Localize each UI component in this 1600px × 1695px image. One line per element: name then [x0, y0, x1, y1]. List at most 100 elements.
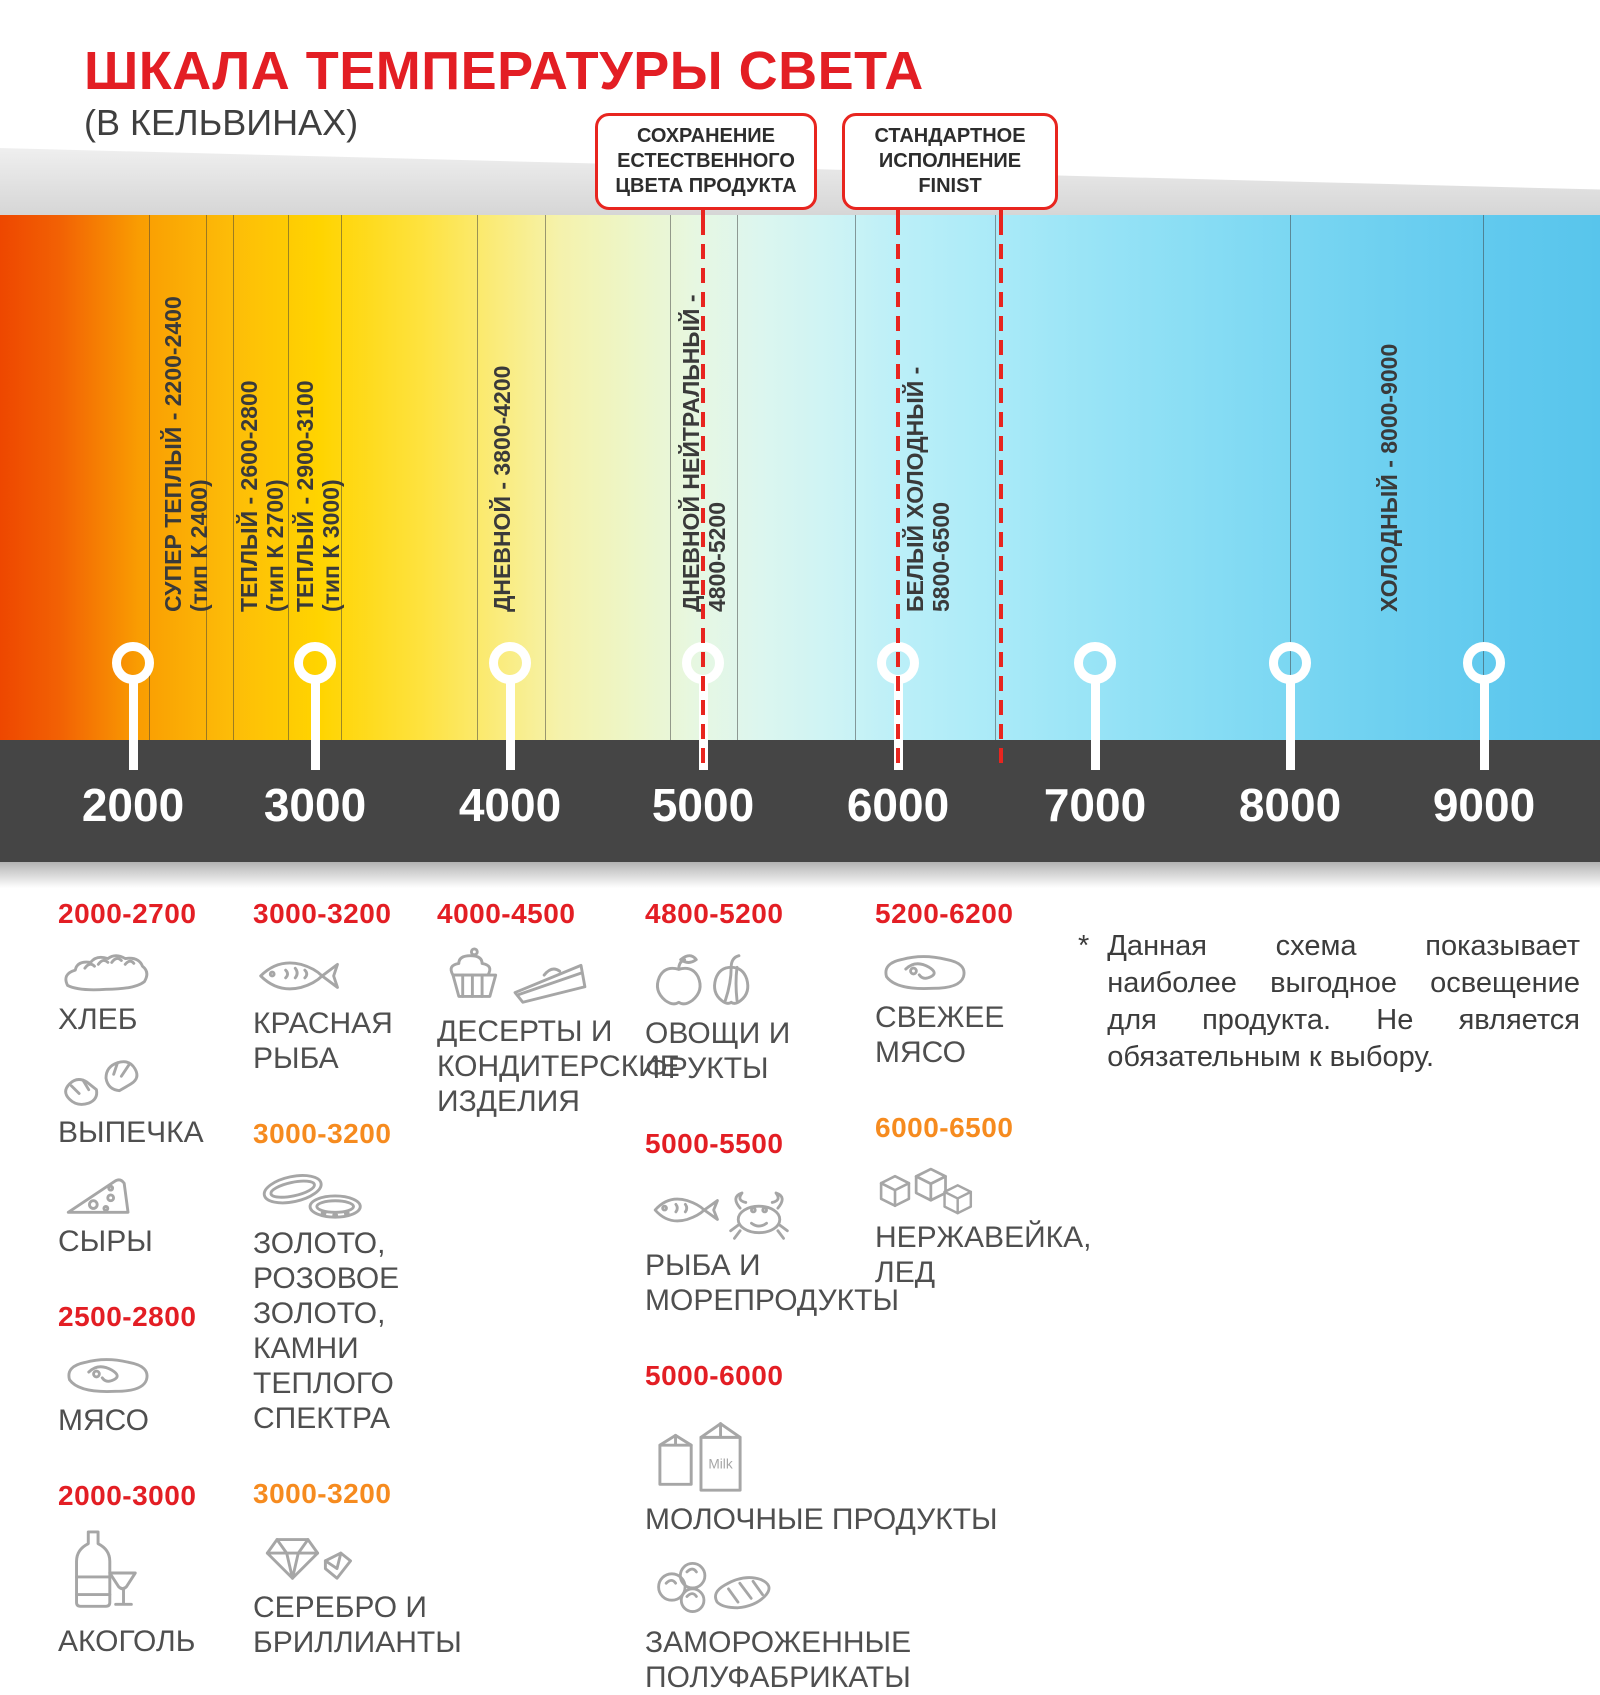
steak-icon	[884, 955, 966, 990]
kelvin-gradient-bar	[0, 215, 1600, 740]
diamonds-icon	[265, 1538, 352, 1580]
desserts-icon	[449, 947, 587, 1004]
category-block: 5200-6200 СВЕЖЕЕ МЯСО	[875, 898, 1090, 1070]
range-heading: 6000-6500	[875, 1112, 1014, 1143]
zone-divider-line	[288, 215, 289, 740]
infographic-light-temperature-scale: ШКАЛА ТЕМПЕРАТУРЫ СВЕТА (В КЕЛЬВИНАХ) СО…	[0, 41, 1600, 1694]
axis-tick-8000: 8000	[1238, 779, 1342, 831]
category-block: 3000-3200 КРАСНАЯ РЫБА	[253, 898, 503, 1076]
range-heading: 3000-3200	[253, 1478, 392, 1509]
category-item: ОВОЩИ И ФРУКТЫ	[645, 946, 925, 1086]
produce-icon	[655, 954, 750, 1006]
category-label: СЕРЕБРО И БРИЛЛИАНТЫ	[253, 1591, 462, 1659]
range-heading: 5000-6000	[645, 1360, 784, 1391]
zone-divider-line	[855, 215, 856, 740]
scale-marker-stem	[1091, 680, 1100, 770]
category-item: МЯСО	[58, 1349, 253, 1438]
category-item: ЗАМОРОЖЕННЫЕ ПОЛУФАБРИКАТЫ	[645, 1553, 925, 1695]
category-label: ВЫПЕЧКА	[58, 1116, 204, 1149]
category-label: НЕРЖАВЕЙКА, ЛЕД	[875, 1221, 1092, 1289]
category-item: АКОГОЛЬ	[58, 1528, 253, 1659]
category-item: СЫРЫ	[58, 1166, 253, 1259]
category-label: ОВОЩИ И ФРУКТЫ	[645, 1017, 791, 1085]
range-heading: 2000-2700	[58, 898, 197, 929]
zone-label-cold: ХОЛОДНЫЙ - 8000-9000	[1376, 343, 1402, 612]
scale-marker-stem	[129, 680, 138, 770]
axis-tick-4000: 4000	[458, 779, 562, 831]
milk-icon: Milk	[658, 1422, 742, 1492]
category-block: 5000-6000 Milk МОЛОЧНЫЕ ПРОДУКТЫ	[645, 1360, 998, 1695]
ice-icon	[879, 1167, 973, 1215]
scale-marker-2000	[112, 642, 154, 684]
axis-tick-7000: 7000	[1043, 779, 1147, 831]
category-block: 6000-6500 НЕРЖАВЕЙКА, ЛЕД	[875, 1112, 1092, 1290]
category-item: СЕРЕБРО И БРИЛЛИАНТЫ	[253, 1526, 503, 1660]
range-heading: 5000-5500	[645, 1128, 784, 1159]
range-heading: 2000-3000	[58, 1480, 197, 1511]
zone-divider-line	[233, 215, 234, 740]
natural-color-line-5000	[701, 220, 705, 770]
scale-marker-stem	[1480, 680, 1489, 770]
category-label: СВЕЖЕЕ МЯСО	[875, 1001, 1005, 1069]
category-label: МЯСО	[58, 1404, 149, 1437]
axis-tick-5000: 5000	[651, 779, 755, 831]
cheese-icon	[66, 1178, 130, 1214]
footnote-text: Данная схема показывает наиболее выгодно…	[1107, 930, 1580, 1073]
zone-divider-line	[737, 215, 738, 740]
zone-divider-line	[1290, 215, 1291, 740]
category-block: 3000-3200 ЗОЛОТО, РОЗОВОЕ ЗОЛОТО, КАМНИ …	[253, 1118, 503, 1436]
svg-text:Milk: Milk	[708, 1457, 732, 1472]
zone-label-warm-2700: ТЕПЛЫЙ - 2600-2800 (тип К 2700)	[236, 380, 288, 612]
finist-range-line-6000	[896, 220, 900, 770]
range-heading: 2500-2800	[58, 1301, 197, 1332]
seafood-icon	[653, 1191, 789, 1240]
zone-divider-line	[545, 215, 546, 740]
category-item: ХЛЕБ	[58, 946, 253, 1037]
axis-tick-3000: 3000	[263, 779, 367, 831]
category-item: КРАСНАЯ РЫБА	[253, 946, 503, 1076]
alcohol-icon	[75, 1530, 137, 1608]
category-block: 3000-3200 СЕРЕБРО И БРИЛЛИАНТЫ	[253, 1478, 503, 1660]
zone-label-white-cold: БЕЛЫЙ ХОЛОДНЫЙ - 5800-6500	[902, 366, 954, 612]
category-block: 5000-5500 РЫБА И МОРЕПРОДУКТЫ	[645, 1128, 925, 1318]
callout-finist-standard: СТАНДАРТНОЕ ИСПОЛНЕНИЕ FINIST	[842, 113, 1058, 210]
category-item: ВЫПЕЧКА	[58, 1053, 253, 1150]
category-block: 2500-2800 МЯСО	[58, 1301, 253, 1438]
category-column-5: 5200-6200 СВЕЖЕЕ МЯСО 6000-6500	[875, 898, 1092, 1290]
category-block: 2000-2700 ХЛЕБ ВЫПЕЧКА	[58, 898, 253, 1259]
category-label: ДЕСЕРТЫ И КОНДИТЕРСКИЕ ИЗДЕЛИЯ	[437, 1015, 680, 1118]
zone-divider-line	[1483, 215, 1484, 740]
croissant-icon	[64, 1060, 139, 1106]
category-label: ЗАМОРОЖЕННЫЕ ПОЛУФАБРИКАТЫ	[645, 1626, 912, 1694]
scale-marker-stem	[506, 680, 515, 770]
zone-divider-line	[206, 215, 207, 740]
category-item: ДЕСЕРТЫ И КОНДИТЕРСКИЕ ИЗДЕЛИЯ	[437, 946, 680, 1119]
page-subtitle: (В КЕЛЬВИНАХ)	[84, 102, 359, 143]
fish-icon	[259, 961, 339, 991]
range-heading: 4800-5200	[645, 898, 784, 929]
zone-label-super-warm: СУПЕР ТЕПЛЫЙ - 2200-2400 (тип К 2400)	[160, 296, 212, 612]
zone-divider-line	[477, 215, 478, 740]
zone-divider-line	[149, 215, 150, 740]
axis-band-shadow	[0, 862, 1600, 888]
footnote: * Данная схема показывает наиболее выгод…	[1078, 928, 1580, 1076]
scale-marker-3000	[294, 642, 336, 684]
zone-divider-line	[670, 215, 671, 740]
axis-tick-9000: 9000	[1432, 779, 1536, 831]
category-item: НЕРЖАВЕЙКА, ЛЕД	[875, 1160, 1092, 1290]
zone-label-daylight: ДНЕВНОЙ - 3800-4200	[489, 365, 515, 612]
category-label: СЫРЫ	[58, 1225, 153, 1258]
zone-divider-line	[341, 215, 342, 740]
category-block: 4800-5200 ОВОЩИ И ФРУКТЫ	[645, 898, 925, 1086]
category-label: ЗОЛОТО, РОЗОВОЕ ЗОЛОТО, КАМНИ ТЕПЛОГО СП…	[253, 1227, 400, 1435]
category-label: МОЛОЧНЫЕ ПРОДУКТЫ	[645, 1503, 998, 1536]
scale-marker-9000	[1463, 642, 1505, 684]
scale-marker-stem	[311, 680, 320, 770]
category-item: РЫБА И МОРЕПРОДУКТЫ	[645, 1176, 925, 1318]
category-label: АКОГОЛЬ	[58, 1625, 196, 1658]
range-heading: 4000-4500	[437, 898, 576, 929]
finist-range-line-6500	[999, 220, 1003, 770]
category-block: 2000-3000 АКОГОЛЬ	[58, 1480, 253, 1659]
category-label: КРАСНАЯ РЫБА	[253, 1007, 393, 1075]
axis-tick-2000: 2000	[81, 779, 185, 831]
